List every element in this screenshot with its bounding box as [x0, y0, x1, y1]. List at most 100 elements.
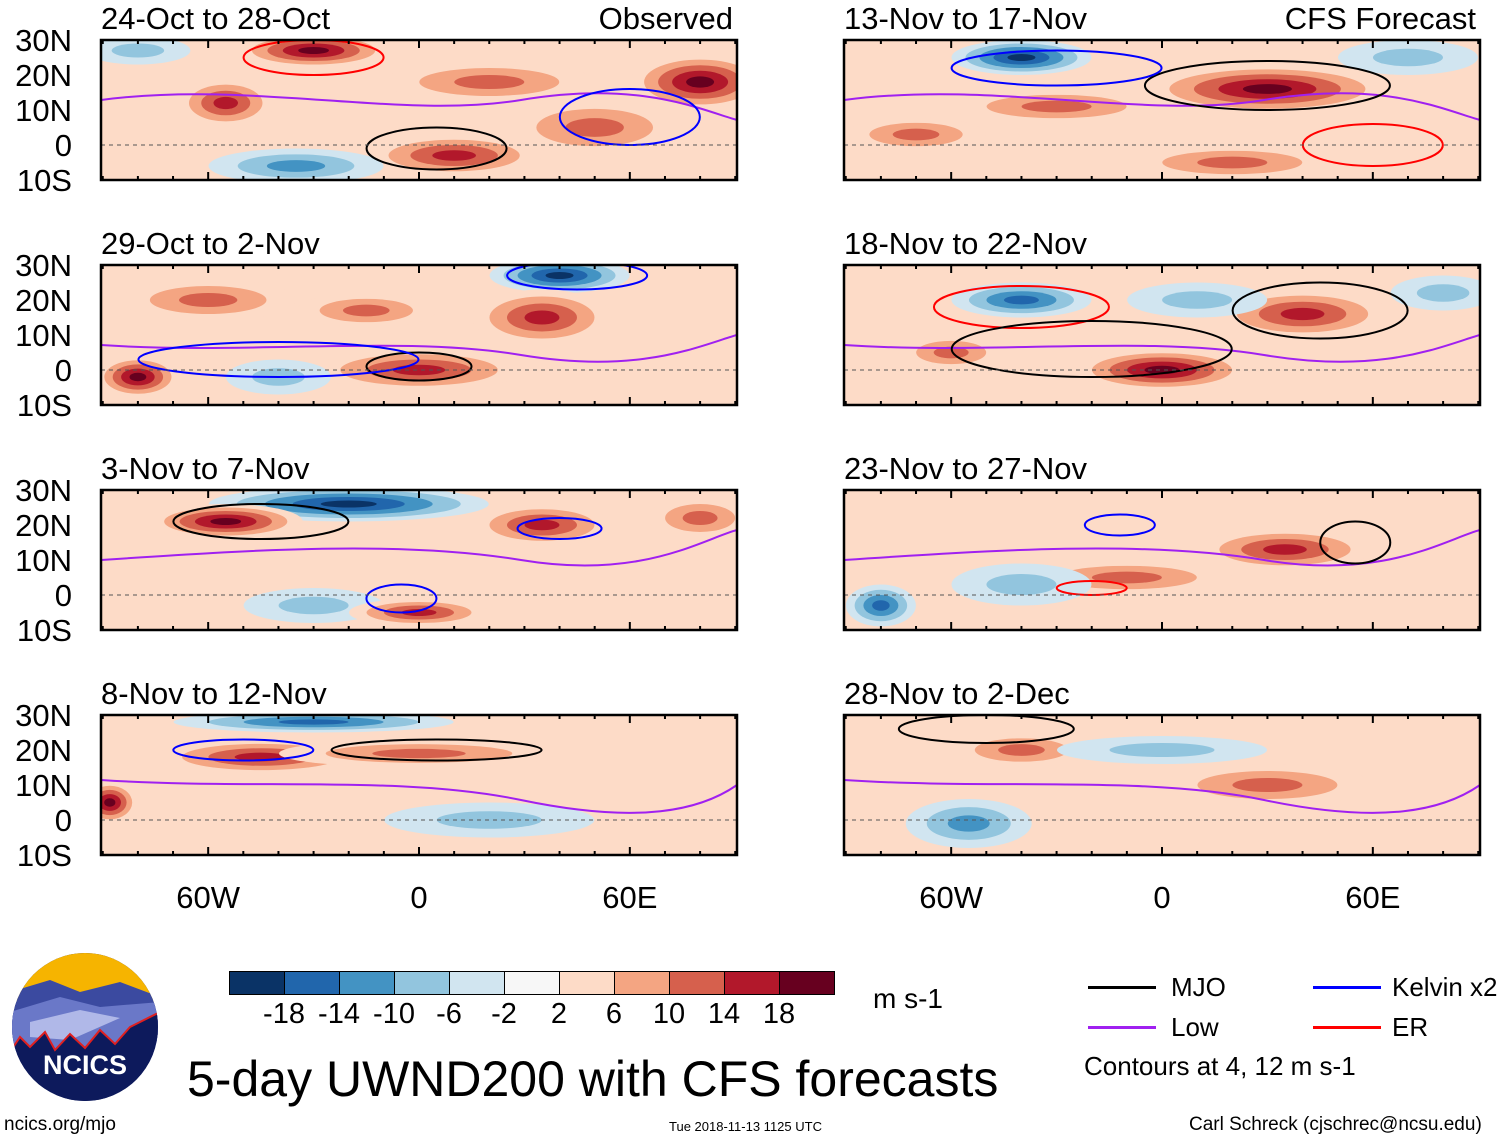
lat-label: 20N	[15, 733, 72, 768]
anomaly-shading	[892, 128, 940, 141]
anomaly-shading	[1109, 743, 1215, 757]
anomaly-shading	[104, 798, 116, 807]
lon-label: 60E	[602, 880, 658, 915]
colorbar-label: -6	[436, 998, 462, 1030]
colorbar-label: 18	[762, 998, 796, 1030]
anomaly-shading	[372, 748, 466, 759]
figure-title: 5-day UWND200 with CFS forecasts	[187, 1051, 999, 1107]
anomaly-shading	[545, 272, 574, 279]
panel-title: 24-Oct to 28-Oct	[101, 1, 331, 36]
lat-label: 10N	[15, 543, 72, 578]
wave-contour	[506, 265, 649, 291]
map-panel	[99, 263, 739, 407]
anomaly-shading	[278, 719, 349, 725]
anomaly-shading	[210, 518, 242, 525]
anomaly-shading	[213, 96, 238, 110]
anomaly-shading	[1280, 307, 1325, 321]
anomaly-shading	[1162, 291, 1233, 309]
wave-contour	[1319, 520, 1392, 565]
wave-contour	[172, 503, 350, 540]
colorbar-label: 14	[707, 998, 741, 1030]
legend-kelvin-line	[1313, 986, 1381, 989]
anomaly-shading	[436, 811, 542, 829]
footer-timestamp: Tue 2018-11-13 1125 UTC	[669, 1119, 822, 1134]
anomaly-shading	[278, 596, 349, 615]
colorbar	[229, 971, 835, 995]
lat-label: 10N	[15, 768, 72, 803]
lat-label: 10S	[16, 613, 72, 648]
wave-contour	[932, 285, 1110, 329]
lat-label: 0	[54, 803, 72, 838]
legend-mjo-line	[1088, 986, 1156, 989]
colorbar-swatch	[780, 972, 834, 994]
wave-contour	[172, 738, 315, 762]
lat-label: 30N	[15, 473, 72, 508]
anomaly-shading	[1416, 284, 1470, 302]
legend-low-line	[1088, 1026, 1156, 1029]
colorbar-swatch	[230, 972, 285, 994]
low-contour	[101, 334, 737, 363]
lat-label: 0	[54, 128, 72, 163]
map-panel	[99, 38, 739, 182]
lat-label: 30N	[15, 248, 72, 283]
anomaly-shading	[1003, 295, 1039, 305]
legend-er-line	[1313, 1026, 1381, 1029]
anomaly-shading	[998, 744, 1045, 756]
wave-contour	[365, 583, 438, 614]
panel-title: 3-Nov to 7-Nov	[101, 451, 310, 486]
colorbar-swatch	[285, 972, 340, 994]
colorbar-label: -2	[491, 998, 517, 1030]
colorbar-swatch	[670, 972, 725, 994]
lon-label: 0	[1153, 880, 1171, 915]
anomaly-shading	[524, 519, 560, 531]
anomaly-shading	[524, 310, 560, 325]
wave-contour	[137, 341, 420, 378]
lat-label: 20N	[15, 283, 72, 318]
low-contour	[844, 529, 1480, 567]
lat-label: 10S	[16, 838, 72, 873]
anomaly-shading	[947, 815, 990, 832]
map-panel	[842, 263, 1482, 407]
anomaly-shading	[1232, 778, 1303, 792]
lat-label: 10N	[15, 318, 72, 353]
colorbar-label: -14	[318, 998, 360, 1030]
colorbar-label: -10	[373, 998, 415, 1030]
map-panel	[842, 488, 1482, 632]
anomaly-shading	[933, 346, 969, 359]
low-contour	[844, 334, 1480, 363]
wave-contour	[950, 320, 1233, 378]
anomaly-shading	[682, 511, 718, 525]
anomaly-shading	[986, 574, 1057, 595]
anomaly-shading	[1372, 48, 1443, 67]
anomaly-shading	[266, 160, 326, 172]
map-panel	[842, 38, 1482, 182]
wave-contour	[516, 517, 603, 540]
colorbar-swatch	[395, 972, 450, 994]
legend-low-label: Low	[1171, 1012, 1219, 1042]
panel-tag: Observed	[598, 1, 733, 36]
anomaly-shading	[129, 372, 147, 382]
wave-contour	[365, 126, 508, 171]
panel-title: 18-Nov to 22-Nov	[844, 226, 1087, 261]
anomaly-shading	[565, 118, 624, 137]
map-panel	[842, 713, 1482, 857]
lat-label: 20N	[15, 58, 72, 93]
colorbar-swatch	[725, 972, 780, 994]
legend-kelvin-label: Kelvin x2	[1392, 972, 1498, 1002]
anomaly-shading	[686, 76, 715, 88]
anomaly-shading	[454, 75, 525, 89]
legend-er-label: ER	[1392, 1012, 1429, 1042]
ncics-logo: NCICS	[12, 953, 158, 1101]
wave-contour	[365, 351, 473, 382]
lat-label: 10S	[16, 163, 72, 198]
wave-contour	[1231, 281, 1409, 340]
footer-url[interactable]: ncics.org/mjo	[4, 1114, 116, 1135]
anomaly-shading	[432, 150, 477, 161]
anomaly-shading	[111, 43, 165, 58]
anomaly-shading	[298, 47, 329, 54]
wave-contour	[897, 715, 1075, 744]
colorbar-swatch	[505, 972, 560, 994]
anomaly-shading	[342, 304, 390, 317]
colorbar-label: 10	[652, 998, 686, 1030]
lat-label: 30N	[15, 698, 72, 733]
